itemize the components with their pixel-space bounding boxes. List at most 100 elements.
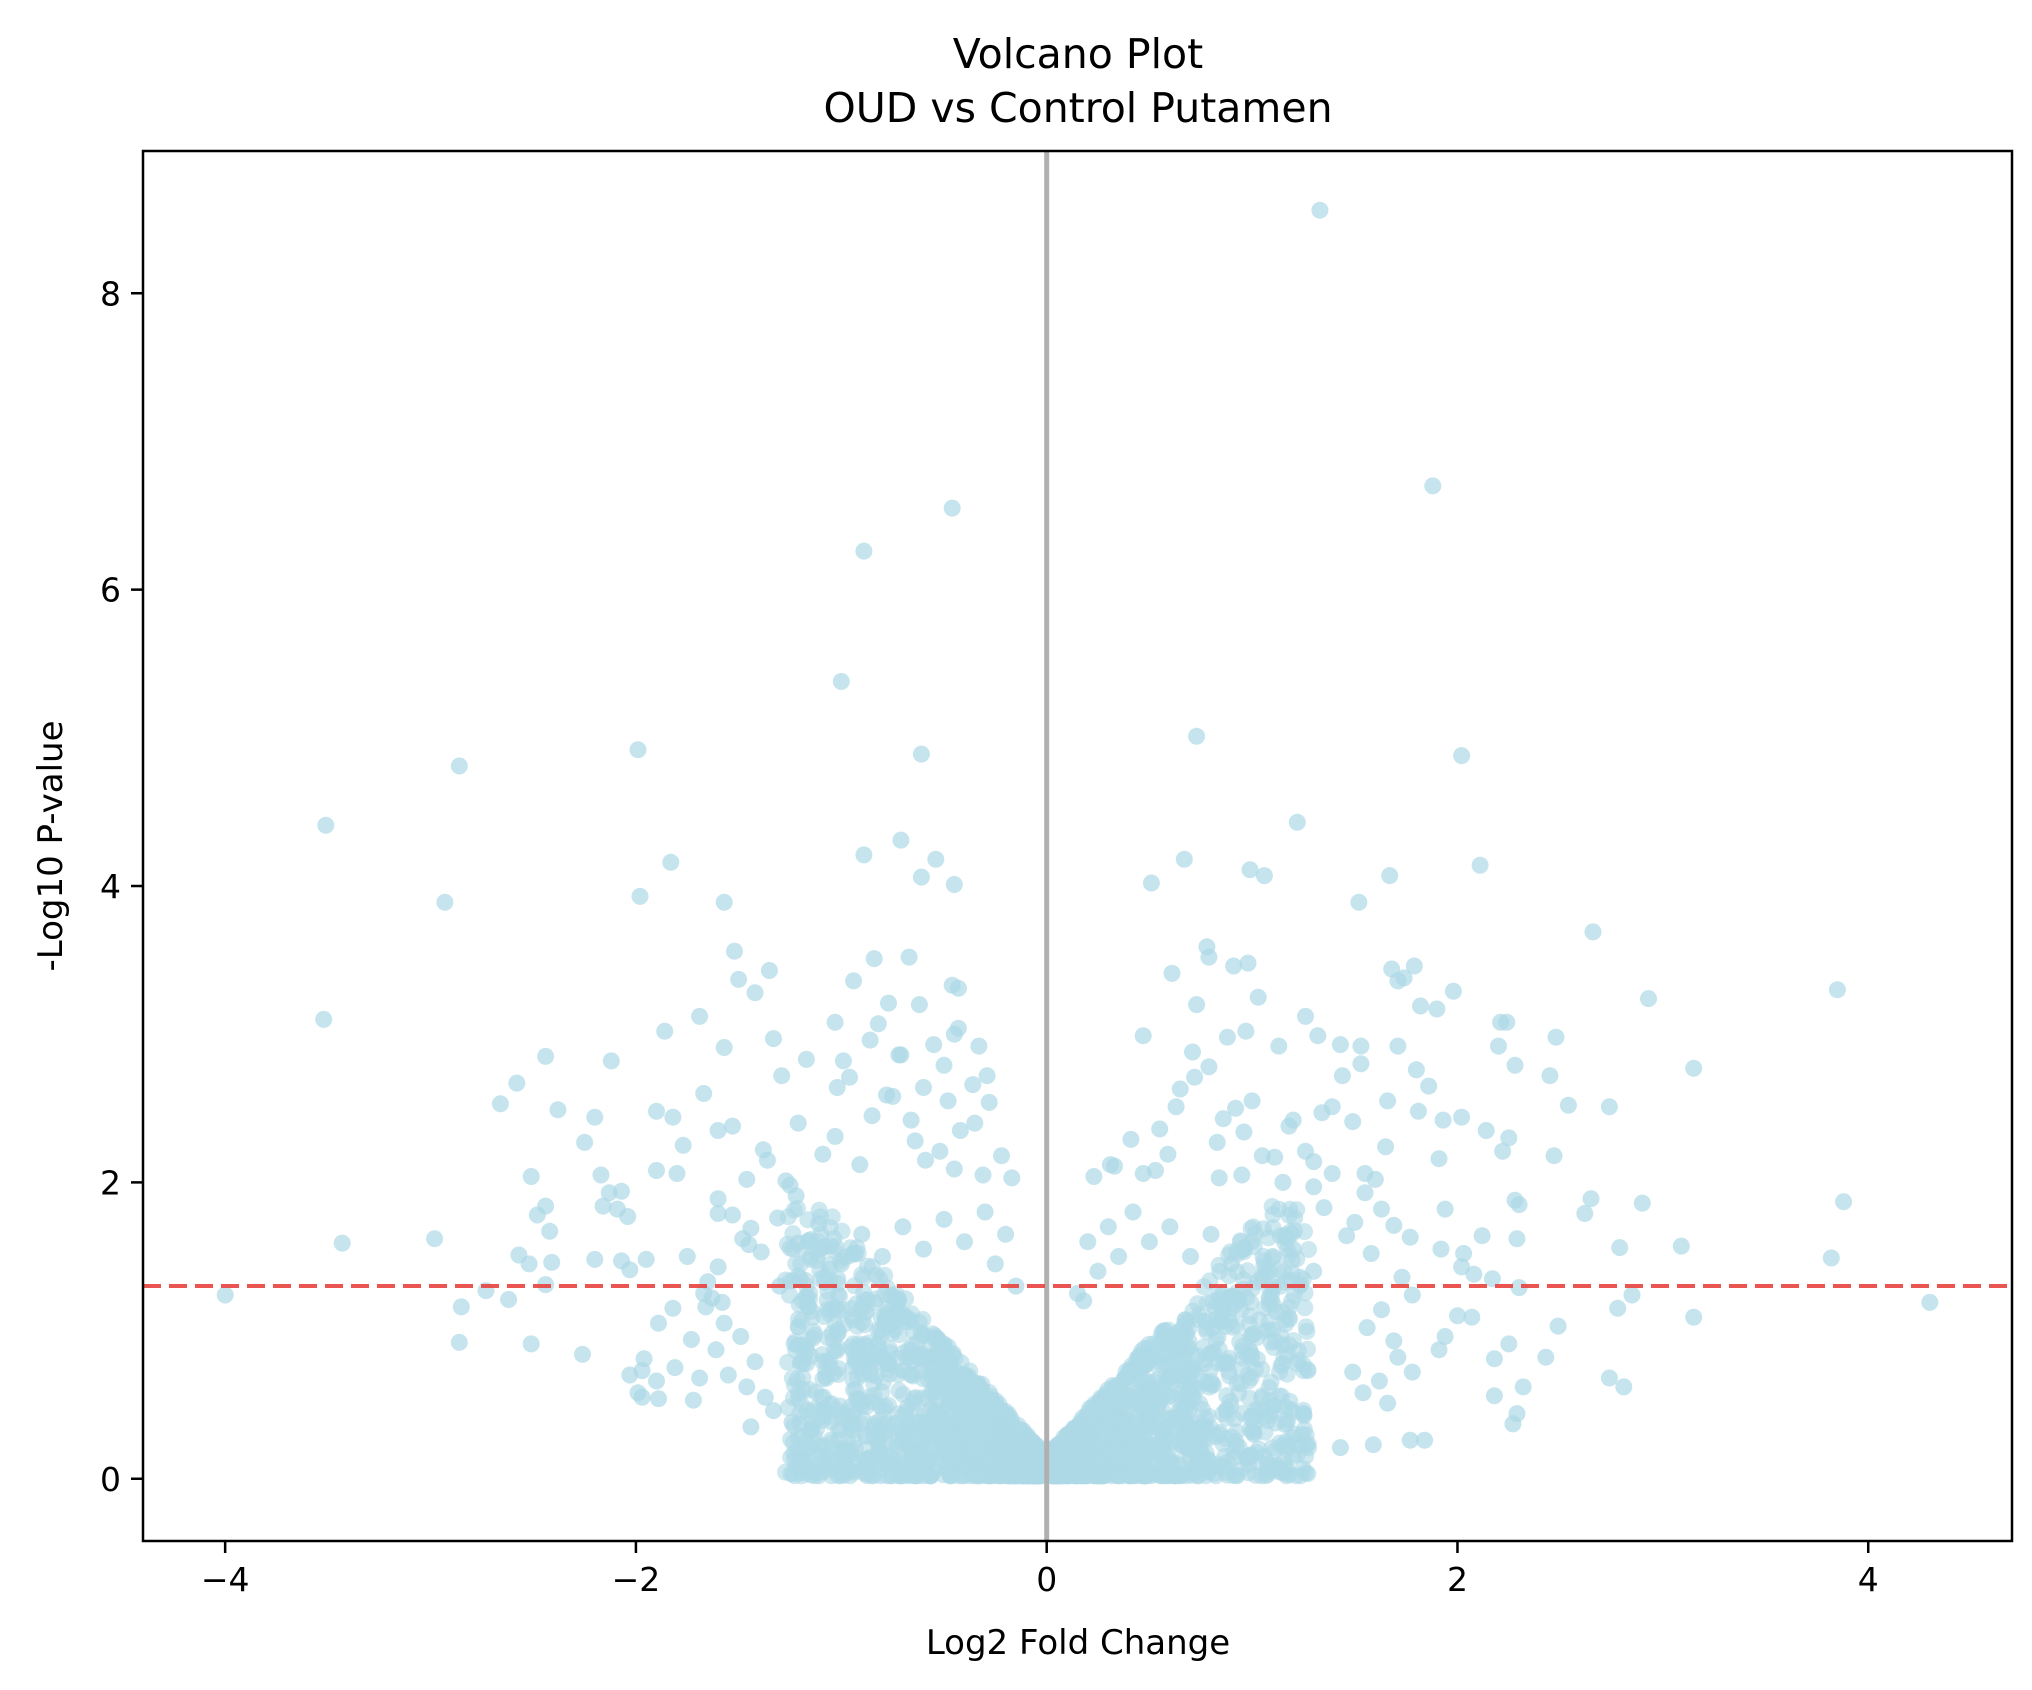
data-point (1225, 957, 1243, 975)
data-point (832, 673, 850, 690)
data-point (906, 1132, 924, 1150)
data-point (797, 1050, 815, 1068)
data-point (1436, 1328, 1454, 1345)
data-point (1253, 1147, 1271, 1165)
data-point (426, 1230, 444, 1248)
data-point (629, 741, 647, 759)
data-point (892, 1046, 910, 1064)
data-point (931, 1142, 949, 1160)
data-point (1323, 1165, 1341, 1182)
data-point (956, 1233, 973, 1251)
data-point (943, 1346, 961, 1364)
plot-area (143, 151, 2012, 1541)
data-point (1424, 477, 1442, 495)
data-point (987, 1392, 1005, 1410)
data-point (951, 1122, 969, 1139)
data-point (1514, 1378, 1532, 1396)
data-point (1463, 1308, 1481, 1326)
data-point (691, 1007, 709, 1025)
data-point (1354, 1384, 1372, 1402)
data-point (1014, 1467, 1032, 1485)
data-point (1235, 1123, 1253, 1141)
data-point (1492, 1013, 1510, 1031)
data-point (1227, 1099, 1245, 1117)
data-point (1389, 1037, 1407, 1055)
data-point (996, 1462, 1014, 1480)
data-point (1346, 1213, 1364, 1231)
data-point (522, 1168, 540, 1185)
chart-title: Volcano Plot (953, 30, 1203, 78)
data-point (1086, 1395, 1104, 1413)
data-point (1263, 1291, 1280, 1309)
data-point (1409, 1102, 1427, 1120)
data-point (1381, 867, 1399, 885)
data-point (799, 1211, 817, 1229)
data-point (1609, 1299, 1627, 1317)
data-point (1211, 1262, 1229, 1280)
data-point (1249, 988, 1267, 1006)
data-point (834, 1455, 852, 1472)
data-point (1182, 1248, 1199, 1265)
data-point (943, 499, 961, 517)
data-point (1046, 1440, 1064, 1457)
data-point (1115, 1370, 1133, 1388)
data-point (541, 1222, 559, 1240)
data-point (1297, 1142, 1314, 1160)
data-point (845, 1463, 863, 1481)
data-point (1428, 1000, 1446, 1018)
data-point (754, 1141, 772, 1159)
data-point (1205, 1344, 1223, 1362)
data-point (1245, 1426, 1263, 1443)
data-point (1261, 1407, 1279, 1424)
data-point (742, 1418, 760, 1436)
data-point (1153, 1438, 1171, 1456)
data-point (1401, 1228, 1419, 1246)
data-point (912, 868, 930, 886)
data-point (602, 1052, 620, 1070)
data-point (980, 1093, 998, 1111)
data-point (858, 1426, 875, 1444)
x-axis: −4 −2 0 2 4 (201, 1541, 1879, 1599)
data-point (1477, 1122, 1495, 1139)
data-point (1537, 1348, 1555, 1366)
data-point (1485, 1350, 1503, 1368)
data-point (1444, 982, 1462, 1000)
data-point (1089, 1262, 1107, 1280)
data-point (1159, 1145, 1177, 1163)
data-point (1214, 1110, 1232, 1128)
data-point (814, 1145, 832, 1163)
data-point (491, 1095, 509, 1113)
data-point (765, 1030, 782, 1048)
data-point (648, 1102, 665, 1120)
data-point (1188, 1380, 1206, 1397)
data-point (662, 853, 680, 871)
data-point (964, 1393, 982, 1411)
data-point (1401, 1431, 1419, 1449)
data-point (1672, 1237, 1690, 1255)
data-point (1385, 1216, 1403, 1234)
data-point (1122, 1130, 1140, 1148)
data-point (859, 1465, 877, 1483)
data-point (910, 996, 928, 1014)
chart-subtitle: OUD vs Control Putamen (823, 84, 1332, 132)
data-point (1405, 957, 1423, 975)
data-point (880, 994, 897, 1012)
data-point (1455, 1245, 1473, 1262)
data-point (1188, 727, 1206, 745)
data-point (905, 1390, 923, 1408)
data-point (1122, 1429, 1140, 1447)
data-point (1434, 1111, 1452, 1129)
data-point (436, 893, 454, 911)
data-point (861, 1031, 879, 1049)
data-point (1270, 1037, 1288, 1055)
data-point (1510, 1196, 1528, 1214)
data-point (993, 1442, 1010, 1460)
data-point (1430, 1341, 1448, 1359)
data-point (1069, 1285, 1086, 1302)
data-point (1403, 1363, 1421, 1381)
data-point (892, 831, 910, 849)
data-point (1471, 856, 1489, 874)
data-point (1266, 1148, 1284, 1166)
data-point (1453, 747, 1471, 765)
